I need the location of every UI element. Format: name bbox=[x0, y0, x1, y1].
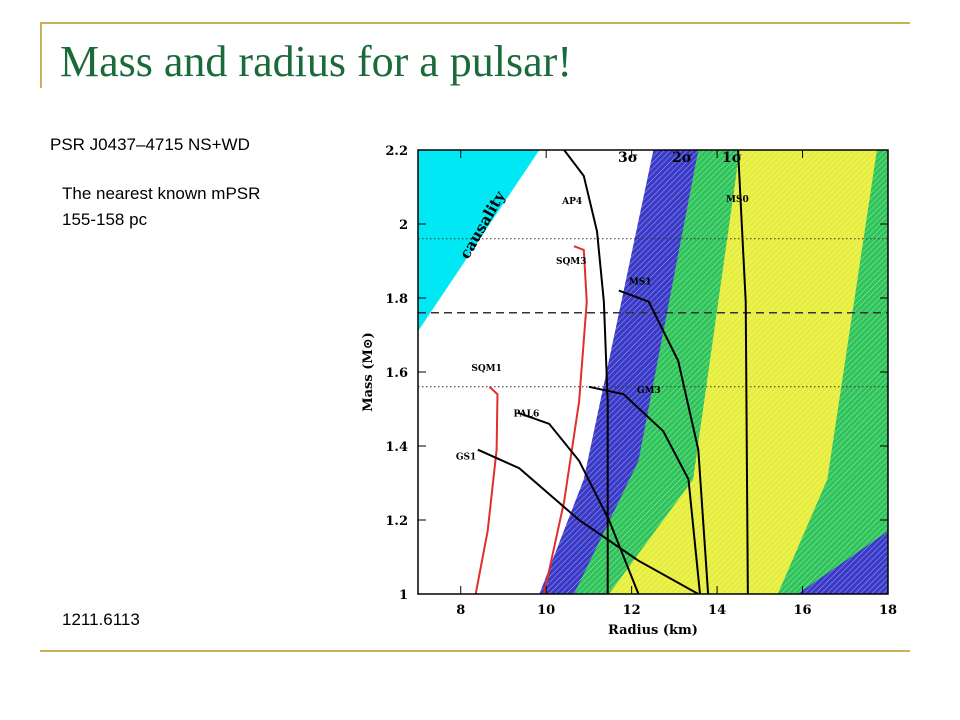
reference: 1211.6113 bbox=[62, 610, 140, 629]
x-tick-label: 16 bbox=[793, 603, 811, 618]
x-tick-label: 14 bbox=[708, 603, 726, 618]
x-tick-label: 8 bbox=[456, 603, 465, 618]
curve bbox=[543, 245, 588, 594]
y-axis-label: Mass (M⊙) bbox=[361, 332, 376, 412]
curve-label: SQM3 bbox=[556, 257, 587, 267]
note: 155-158 pc bbox=[62, 210, 148, 229]
curve bbox=[737, 150, 749, 594]
bottom-rule bbox=[40, 650, 910, 652]
y-tick-label: 1.6 bbox=[385, 366, 408, 381]
curve bbox=[588, 385, 701, 594]
curve-label: GS1 bbox=[456, 453, 476, 463]
curve-label: GM3 bbox=[637, 386, 661, 396]
x-tick-label: 18 bbox=[879, 603, 897, 618]
curve-label: SQM1 bbox=[471, 364, 502, 374]
curve-label: MS1 bbox=[629, 278, 652, 288]
y-tick-label: 1.4 bbox=[385, 440, 408, 455]
region-label: 1σ bbox=[722, 150, 742, 166]
y-tick-label: 1.8 bbox=[385, 292, 408, 307]
curve-label: MS0 bbox=[726, 195, 749, 205]
region-label: 3σ bbox=[618, 150, 638, 166]
region bbox=[418, 150, 540, 332]
y-tick-label: 1.2 bbox=[385, 514, 408, 529]
region-label: 2σ bbox=[672, 150, 692, 166]
x-tick-label: 12 bbox=[623, 603, 641, 618]
top-rule bbox=[40, 22, 910, 24]
y-tick-label: 2 bbox=[399, 218, 408, 233]
curve bbox=[477, 448, 699, 594]
y-tick-label: 1 bbox=[399, 588, 408, 603]
region bbox=[608, 150, 877, 594]
curve bbox=[563, 150, 609, 594]
curve-label: AP4 bbox=[561, 197, 582, 207]
curve bbox=[517, 411, 640, 594]
y-tick-label: 2.2 bbox=[385, 144, 408, 159]
x-axis-label: Radius (km) bbox=[608, 623, 698, 638]
source-name: PSR J0437–4715 NS+WD bbox=[50, 135, 250, 154]
left-bracket bbox=[40, 22, 42, 88]
note: The nearest known mPSR bbox=[62, 184, 261, 203]
curve bbox=[474, 386, 499, 594]
slide-title: Mass and radius for a pulsar! bbox=[60, 37, 572, 86]
curve-label: PAL6 bbox=[514, 410, 540, 420]
curve bbox=[618, 289, 710, 594]
x-tick-label: 10 bbox=[537, 603, 555, 618]
